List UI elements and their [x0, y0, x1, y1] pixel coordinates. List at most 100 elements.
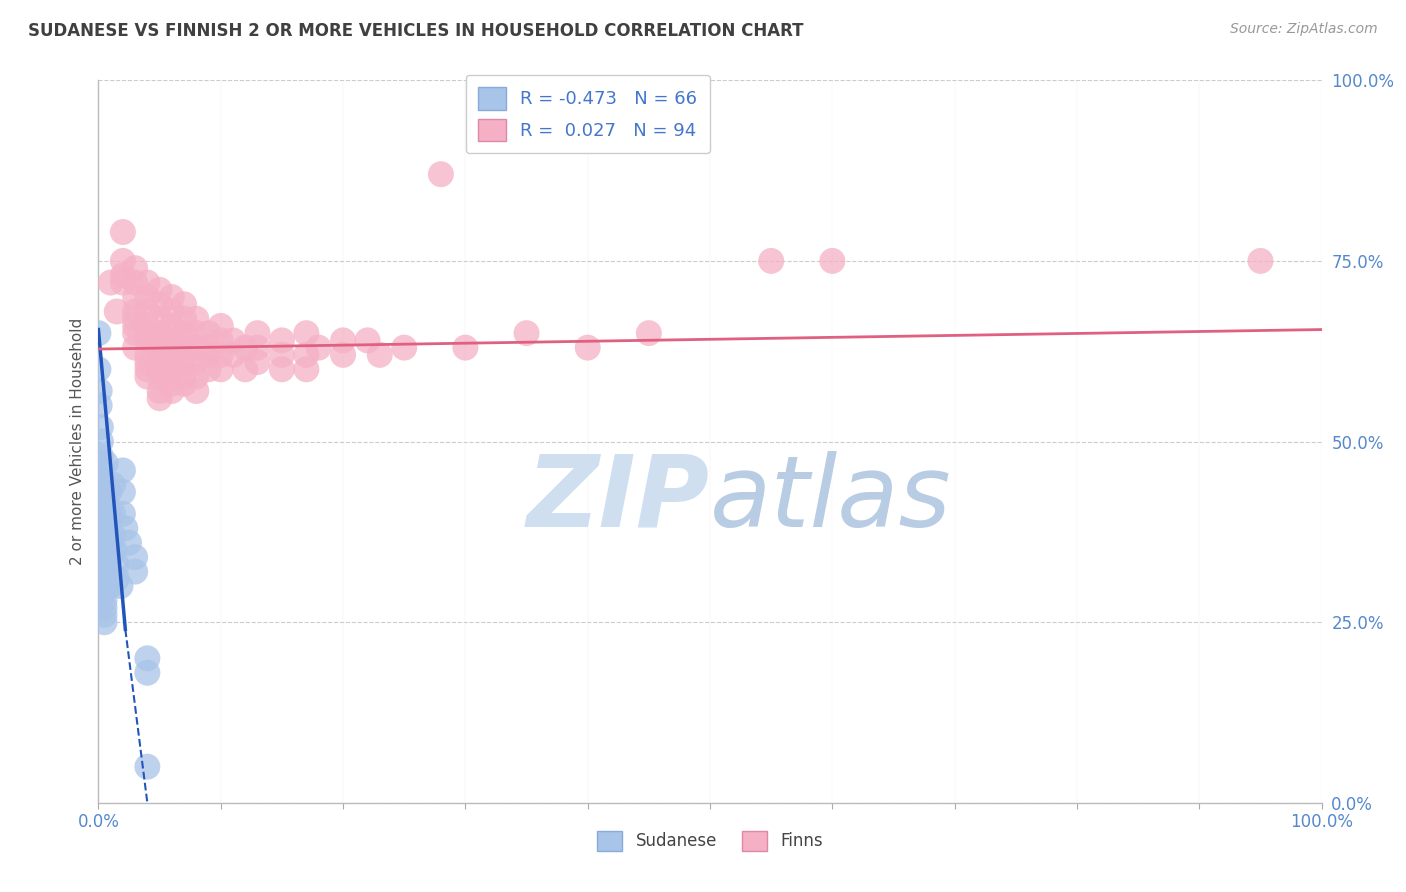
Point [246, 341, 269, 355]
Point [91, 550, 114, 565]
Point [105, 558, 128, 572]
Point [173, 334, 195, 348]
Point [222, 334, 245, 348]
Point [430, 167, 453, 181]
Point [124, 318, 146, 333]
Point [111, 253, 134, 268]
Point [173, 311, 195, 326]
Point [105, 304, 128, 318]
Point [91, 514, 114, 528]
Point [124, 261, 146, 276]
Point [90, 456, 112, 470]
Point [91, 528, 114, 542]
Point [93, 600, 115, 615]
Point [160, 384, 183, 398]
Point [100, 579, 122, 593]
Point [91, 565, 114, 579]
Point [94, 456, 117, 470]
Point [94, 492, 117, 507]
Point [186, 326, 208, 340]
Point [94, 507, 117, 521]
Point [149, 391, 172, 405]
Point [136, 355, 159, 369]
Point [136, 348, 159, 362]
Point [91, 579, 114, 593]
Point [136, 326, 159, 340]
Point [100, 550, 122, 565]
Point [149, 326, 172, 340]
Point [96, 550, 118, 565]
Point [118, 535, 141, 549]
Point [160, 334, 183, 348]
Text: atlas: atlas [710, 450, 952, 548]
Point [295, 362, 318, 376]
Point [91, 558, 114, 572]
Point [233, 341, 256, 355]
Point [111, 485, 134, 500]
Point [149, 384, 172, 398]
Point [368, 348, 391, 362]
Point [90, 420, 112, 434]
Point [149, 341, 172, 355]
Point [93, 615, 115, 630]
Point [101, 528, 124, 542]
Point [93, 593, 115, 607]
Point [91, 521, 114, 535]
Point [173, 369, 195, 384]
Point [160, 376, 183, 391]
Point [124, 326, 146, 340]
Point [173, 297, 195, 311]
Point [637, 326, 661, 340]
Point [160, 304, 183, 318]
Point [209, 362, 232, 376]
Point [821, 253, 844, 268]
Point [149, 297, 172, 311]
Point [173, 376, 195, 391]
Point [576, 341, 599, 355]
Point [222, 348, 245, 362]
Point [91, 572, 114, 586]
Point [186, 341, 208, 355]
Point [101, 507, 124, 521]
Point [246, 355, 269, 369]
Point [197, 348, 219, 362]
Point [1249, 253, 1271, 268]
Point [90, 463, 112, 477]
Point [209, 348, 232, 362]
Point [209, 318, 232, 333]
Point [149, 355, 172, 369]
Point [136, 334, 159, 348]
Point [173, 326, 195, 340]
Point [111, 276, 134, 290]
Point [103, 542, 125, 557]
Point [124, 341, 146, 355]
Point [136, 318, 159, 333]
Point [100, 565, 122, 579]
Text: ZIP: ZIP [527, 450, 710, 548]
Point [515, 326, 537, 340]
Point [124, 276, 146, 290]
Point [149, 362, 172, 376]
Point [89, 398, 111, 412]
Point [96, 558, 118, 572]
Point [89, 384, 111, 398]
Point [136, 665, 159, 680]
Point [246, 326, 269, 340]
Point [197, 362, 219, 376]
Point [98, 528, 121, 542]
Point [295, 348, 318, 362]
Y-axis label: 2 or more Vehicles in Household: 2 or more Vehicles in Household [69, 318, 84, 566]
Point [197, 326, 219, 340]
Text: Source: ZipAtlas.com: Source: ZipAtlas.com [1230, 22, 1378, 37]
Point [94, 521, 117, 535]
Point [173, 355, 195, 369]
Point [124, 311, 146, 326]
Point [97, 579, 120, 593]
Point [356, 334, 378, 348]
Point [197, 341, 219, 355]
Point [98, 507, 121, 521]
Point [160, 355, 183, 369]
Point [97, 572, 120, 586]
Point [91, 535, 114, 549]
Point [136, 304, 159, 318]
